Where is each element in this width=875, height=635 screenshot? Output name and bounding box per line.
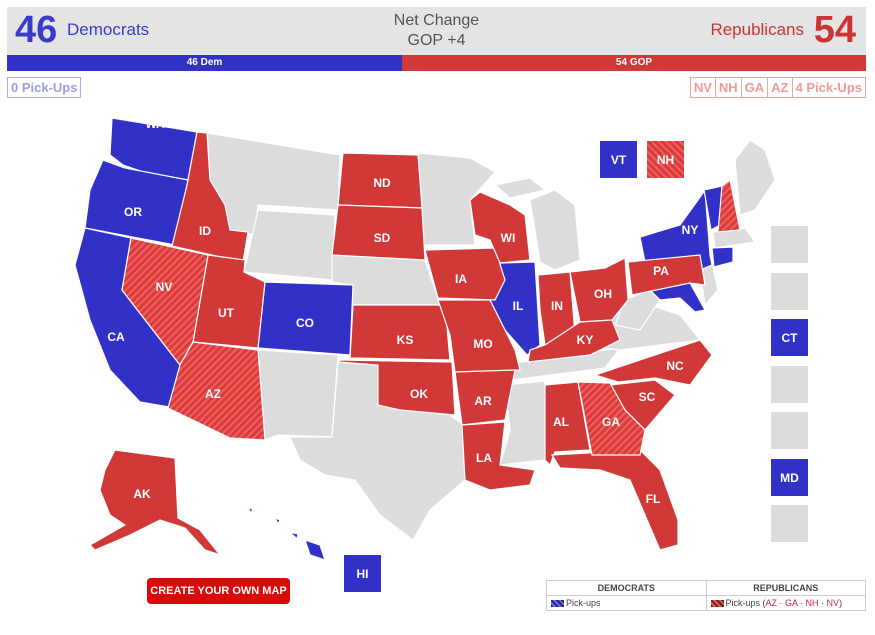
legend-dem-pickups: Pick-ups [547,596,706,610]
dem-hatch-swatch-icon [551,600,564,608]
state-ar[interactable] [454,369,516,426]
dem-seat-count: 46 [15,9,58,51]
label-ak: AK [133,487,151,501]
label-ky: KY [577,333,594,347]
box-hi[interactable]: HI [344,555,381,592]
legend-dem-header: DEMOCRATS [547,581,706,596]
box-vt[interactable]: VT [600,141,637,178]
box-ma[interactable] [771,226,808,263]
label-wi: WI [501,231,516,245]
label-fl: FL [646,492,661,506]
state-mi[interactable] [493,177,581,271]
label-in: IN [551,299,563,313]
state-ga[interactable] [577,381,646,456]
label-wa: WA [145,117,165,131]
box-nj[interactable] [771,366,808,403]
gop-pickups-badges: NV NH GA AZ 4 Pick-Ups [689,77,866,98]
label-il: IL [513,299,524,313]
label-co: CO [296,316,314,330]
box-de[interactable] [771,412,808,449]
label-pa: PA [653,264,669,278]
dem-pickups-badge: 0 Pick-Ups [7,77,82,98]
legend-link-nh[interactable]: NH [805,598,819,608]
box-nh[interactable]: NH [647,141,684,178]
state-ms[interactable] [499,380,546,466]
label-az: AZ [205,387,221,401]
legend-gop-suffix: ) [839,598,843,608]
state-pa[interactable] [627,254,706,296]
state-sd[interactable] [331,204,426,261]
state-ct-map[interactable] [711,246,734,268]
scoreboard-header: 46 Democrats Net Change GOP +4 Republica… [7,7,866,55]
state-ky[interactable] [527,319,621,363]
legend-dem-pickups-label: Pick-ups [566,598,601,608]
state-nm[interactable] [257,349,339,441]
state-id[interactable] [171,131,249,263]
label-al: AL [553,415,569,429]
label-sc: SC [639,390,656,404]
state-ak[interactable] [89,449,222,557]
label-ar: AR [474,394,492,408]
state-ok[interactable] [336,359,456,416]
state-nc[interactable] [593,339,713,386]
state-ia[interactable] [424,247,506,301]
label-id: ID [199,224,211,238]
label-ks: KS [397,333,414,347]
legend-link-az[interactable]: AZ [765,598,778,608]
separator: · [818,598,827,608]
label-la: LA [476,451,492,465]
label-oh: OH [594,287,612,301]
label-mo: MO [473,337,492,351]
box-ri[interactable] [771,273,808,310]
state-mo[interactable] [437,299,521,373]
gop-seat-count: 54 [813,9,856,51]
state-nh-map[interactable] [717,178,741,233]
box-dc[interactable] [771,505,808,542]
gop-bar: 54 GOP [402,55,866,71]
label-or: OR [124,205,142,219]
separator: · [777,598,786,608]
label-nc: NC [666,359,684,373]
label-ut: UT [218,306,235,320]
legend: DEMOCRATS REPUBLICANS Pick-ups Pick-ups … [546,580,866,611]
legend-gop-pickups: Pick-ups (AZ · GA · NH · NV) [705,596,866,610]
box-ct[interactable]: CT [771,319,808,356]
label-nv: NV [156,280,173,294]
legend-link-ga[interactable]: GA [785,598,798,608]
dem-label: Democrats [67,20,150,39]
label-ok: OK [410,387,428,401]
label-ia: IA [455,272,467,286]
state-ks[interactable] [349,304,451,361]
net-change-title: Net Change [393,12,480,29]
state-la[interactable] [461,421,536,491]
label-ny: NY [682,223,699,237]
gop-hatch-swatch-icon [710,600,724,608]
net-change-value: GOP +4 [407,32,466,49]
seat-balance-bar: 46 Dem 54 GOP [7,55,866,71]
state-az[interactable] [167,341,266,441]
state-fl[interactable] [550,449,679,551]
gop-label: Republicans [710,20,804,39]
legend-gop-prefix: Pick-ups ( [725,598,766,608]
dem-bar: 46 Dem [7,55,402,71]
state-wy[interactable] [243,209,336,281]
label-ca: CA [107,330,125,344]
create-your-own-map-button[interactable]: CREATE YOUR OWN MAP [147,578,290,604]
legend-gop-header: REPUBLICANS [705,581,865,596]
label-ga: GA [602,415,620,429]
state-wi[interactable] [469,191,531,264]
legend-link-nv[interactable]: NV [826,598,840,608]
gop-pickups-count: 4 Pick-Ups [791,77,866,98]
label-sd: SD [374,231,391,245]
box-md[interactable]: MD [771,459,808,496]
separator: · [797,598,806,608]
state-hi-map[interactable] [246,507,326,561]
state-me[interactable] [734,139,776,216]
label-nd: ND [373,176,391,190]
net-change: Net Change GOP +4 [7,11,866,51]
